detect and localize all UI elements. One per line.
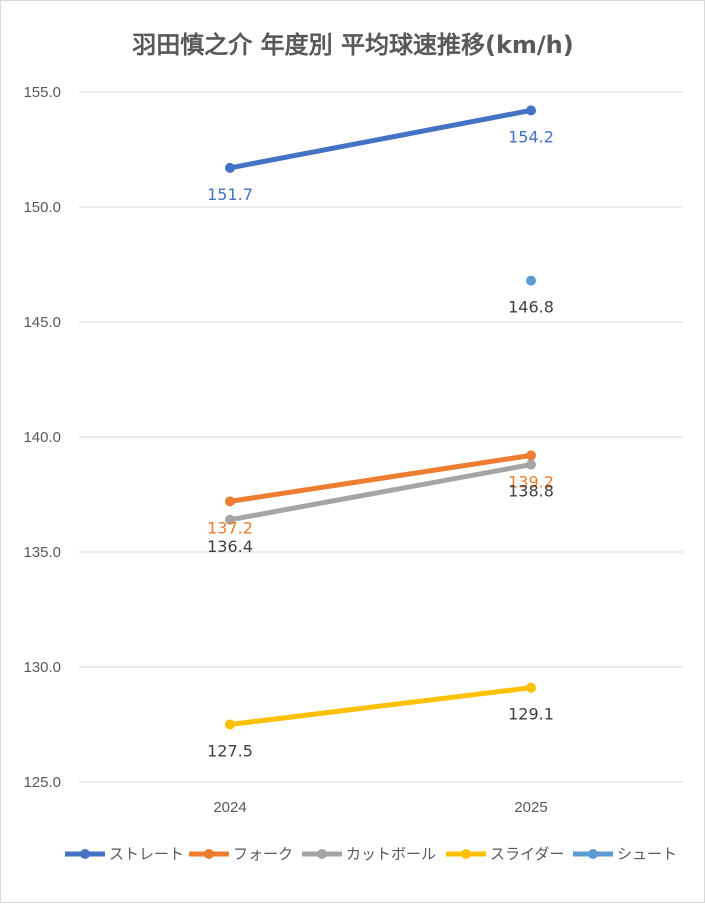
legend-label: ストレート [109, 845, 184, 863]
x-axis-ticks: 2024 2025 [213, 799, 547, 816]
series-line [227, 107, 534, 171]
y-tick-label: 155.0 [23, 84, 61, 101]
data-label: 129.1 [508, 705, 554, 724]
gridlines [79, 91, 683, 783]
legend: ストレート フォーク カットボール スライダー シュート [65, 845, 677, 863]
series-line [227, 452, 534, 504]
y-tick-label: 125.0 [23, 774, 61, 791]
y-tick-label: 130.0 [23, 659, 61, 676]
legend-label: シュート [617, 845, 677, 863]
data-point [225, 162, 235, 173]
series-line [227, 685, 534, 727]
legend-item: カットボール [302, 845, 436, 863]
data-point [526, 459, 536, 470]
series-line [227, 462, 534, 523]
data-label: 139.2 [508, 472, 554, 491]
data-point [225, 719, 235, 730]
legend-item: フォーク [189, 845, 293, 863]
x-tick-label: 2024 [213, 799, 246, 816]
data-point [225, 496, 235, 507]
y-tick-label: 135.0 [23, 544, 61, 561]
data-label: 136.4 [207, 537, 253, 556]
data-point [225, 514, 235, 525]
data-point [526, 275, 536, 286]
data-label: 151.7 [207, 185, 253, 204]
y-tick-label: 140.0 [23, 429, 61, 446]
data-labels: 151.7 154.2 137.2 139.2 136.4 138.8 127.5 129.1… [207, 127, 554, 760]
data-label: 138.8 [508, 482, 554, 501]
legend-label: スライダー [490, 845, 564, 863]
legend-item: シュート [573, 845, 677, 863]
data-point [526, 105, 536, 116]
data-label: 127.5 [207, 742, 253, 761]
legend-marker [461, 849, 471, 859]
data-point [526, 682, 536, 693]
legend-marker [80, 849, 90, 859]
legend-label: フォーク [233, 845, 293, 863]
legend-marker [204, 849, 214, 859]
data-point [526, 450, 536, 461]
y-axis-ticks: 125.0 130.0 135.0 140.0 145.0 150.0 155.0 [23, 84, 61, 791]
legend-marker [317, 849, 327, 859]
legend-marker [588, 849, 598, 859]
x-tick-label: 2025 [514, 799, 547, 816]
legend-item: ストレート [65, 845, 184, 863]
y-tick-label: 145.0 [23, 314, 61, 331]
chart-title: 羽田慎之介 年度別 平均球速推移(km/h) [132, 31, 573, 59]
legend-label: カットボール [346, 845, 436, 863]
data-label: 154.2 [508, 127, 554, 146]
y-tick-label: 150.0 [23, 199, 61, 216]
data-label: 146.8 [508, 298, 554, 317]
legend-item: スライダー [446, 845, 564, 863]
data-label: 137.2 [207, 518, 253, 537]
series-group [225, 105, 536, 730]
